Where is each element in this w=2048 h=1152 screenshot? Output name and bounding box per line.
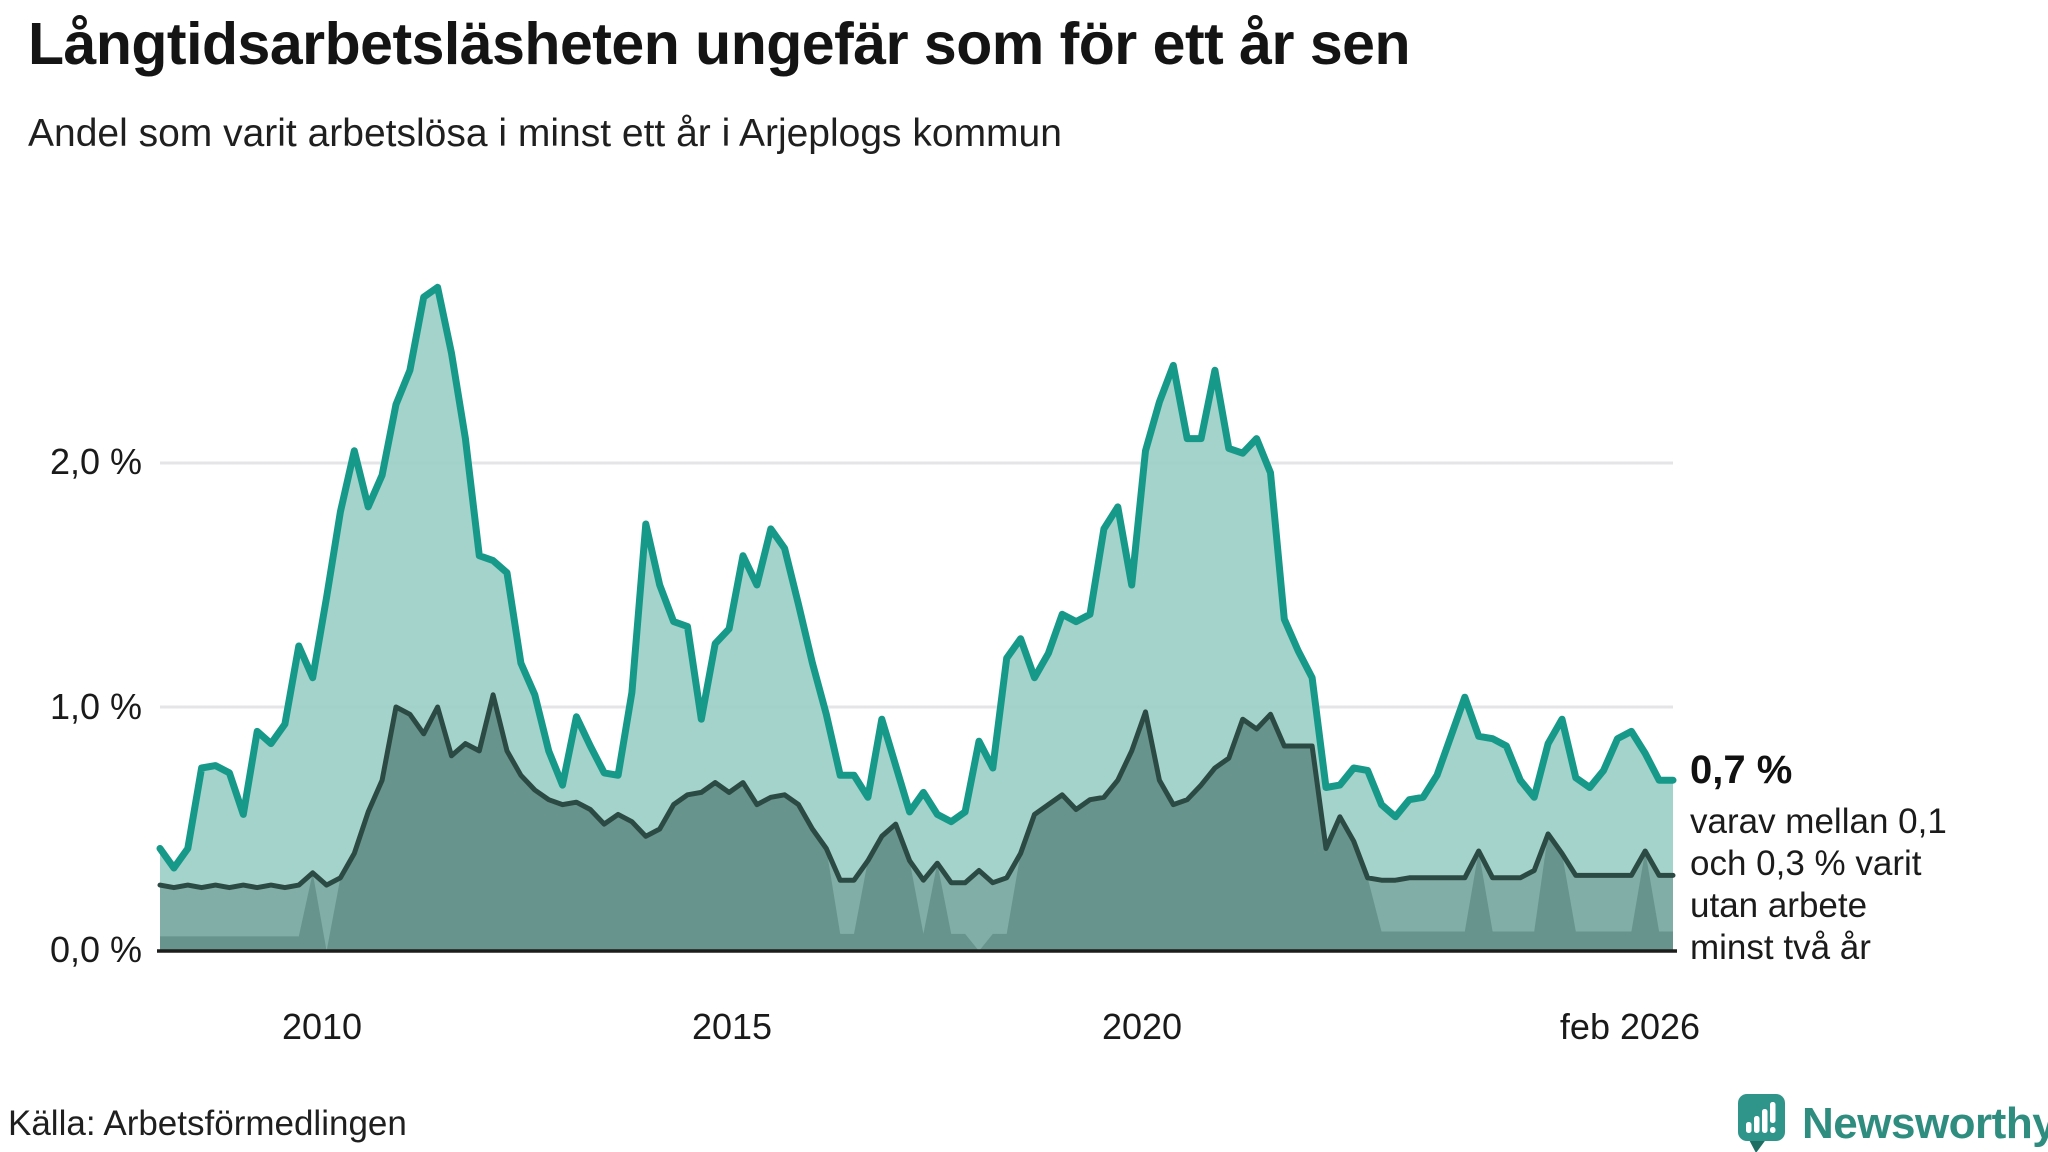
y-axis-tick-1.0: 1,0 % bbox=[49, 686, 142, 727]
annotation-line-3: utan arbete bbox=[1690, 886, 1868, 925]
annotation-line-1: varav mellan 0,1 bbox=[1690, 802, 1947, 841]
line-unemployed-at-least-one-year bbox=[156, 283, 1677, 872]
x-axis-tick-feb-2026: feb 2026 bbox=[1559, 1006, 1701, 1047]
area-unemployed-at-least-two-years-lower bbox=[160, 694, 1673, 951]
annotation-line-4: minst två år bbox=[1690, 928, 1871, 967]
page-subtitle: Andel som varit arbetslösa i minst ett å… bbox=[28, 112, 1062, 155]
source-credit: Källa: Arbetsförmedlingen bbox=[8, 1104, 407, 1143]
line-unemployed-at-least-two-years bbox=[157, 692, 1676, 891]
area-unemployed-at-least-two-years-upper bbox=[160, 694, 1673, 951]
annotation-line-2: och 0,3 % varit bbox=[1690, 844, 1922, 883]
latest-value-annotation: 0,7 % varav mellan 0,1 och 0,3 % varit u… bbox=[1690, 748, 2040, 969]
x-axis-tick-2010: 2010 bbox=[281, 1006, 363, 1047]
y-axis-tick-2.0: 2,0 % bbox=[49, 441, 142, 482]
latest-value-label: 0,7 % bbox=[1690, 748, 1793, 792]
newsworthy-bar-chart-bubble-icon bbox=[1738, 1094, 1785, 1152]
y-axis-tick-0.0: 0,0 % bbox=[49, 929, 142, 970]
x-axis-tick-2020: 2020 bbox=[1101, 1006, 1183, 1047]
area-unemployed-at-least-one-year bbox=[160, 287, 1673, 951]
x-axis-tick-2015: 2015 bbox=[691, 1006, 773, 1047]
page-title: Långtidsarbetsläsheten ungefär som för e… bbox=[28, 11, 1411, 77]
brand-name: Newsworthy bbox=[1802, 1099, 2048, 1148]
brand-logo: Newsworthy bbox=[1738, 1094, 2048, 1152]
